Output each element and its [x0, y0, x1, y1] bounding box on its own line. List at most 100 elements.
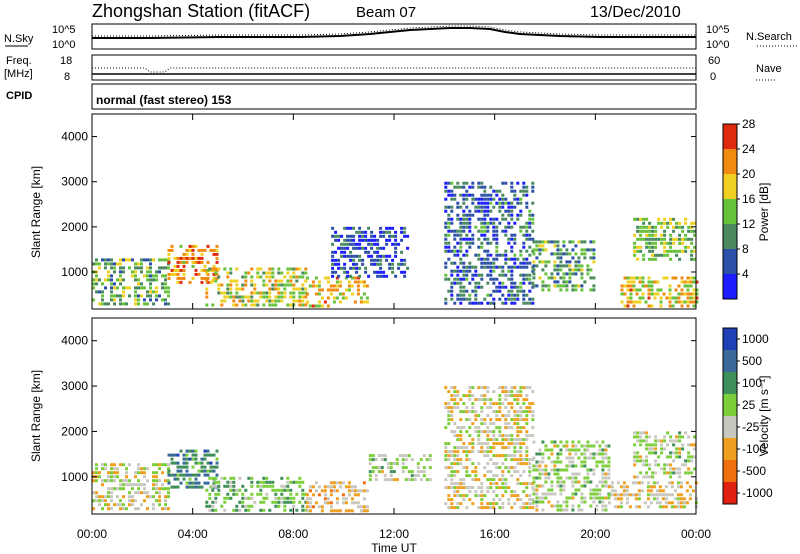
echo-cell [519, 261, 523, 265]
echo-cell [283, 508, 287, 512]
echo-cell [453, 474, 457, 478]
echo-cell [477, 426, 481, 430]
echo-cell [471, 394, 475, 398]
echo-cell [331, 226, 335, 230]
echo-cell [170, 457, 174, 461]
echo-cell [660, 467, 664, 471]
echo-cell [295, 287, 299, 291]
echo-cell [244, 488, 248, 492]
echo-cell [110, 294, 113, 298]
echo-cell [525, 454, 529, 458]
echo-cell [471, 201, 475, 205]
echo-cell [155, 479, 158, 483]
echo-cell [388, 266, 392, 270]
echo-cell [92, 479, 95, 483]
echo-cell [356, 284, 360, 288]
echo-cell [365, 296, 369, 300]
echo-cell [656, 280, 660, 284]
echo-cell [379, 274, 383, 278]
echo-cell [274, 500, 278, 504]
echo-cell [341, 497, 345, 501]
echo-cell [453, 253, 457, 257]
echo-cell [483, 197, 487, 201]
echo-cell [525, 506, 529, 510]
echo-cell [179, 280, 183, 284]
echo-cell [444, 233, 448, 237]
echo-cell [155, 290, 158, 294]
echo-cell [383, 474, 387, 478]
echo-cell [689, 276, 693, 280]
echo-cell [510, 458, 514, 462]
echo-cell [574, 480, 578, 484]
echo-cell [229, 476, 233, 480]
echo-cell [128, 495, 131, 499]
echo-cell [185, 465, 189, 469]
echo-cell [447, 458, 451, 462]
echo-cell [654, 257, 658, 261]
echo-cell [358, 234, 362, 238]
echo-cell [633, 451, 637, 455]
echo-cell [335, 489, 339, 493]
echo-cell [562, 444, 566, 448]
echo-cell [474, 474, 478, 478]
echo-cell [350, 509, 354, 513]
echo-cell [131, 499, 134, 503]
echo-cell [191, 453, 195, 457]
echo-cell [650, 304, 654, 308]
echo-cell [519, 394, 523, 398]
echo-cell [119, 278, 122, 282]
echo-cell [532, 264, 536, 268]
echo-cell [489, 209, 493, 213]
echo-cell [155, 298, 158, 302]
echo-cell [456, 450, 460, 454]
echo-cell [158, 467, 161, 471]
echo-cell [185, 481, 189, 485]
echo-cell [519, 426, 523, 430]
echo-cell [140, 483, 143, 487]
echo-cell [559, 492, 563, 496]
echo-cell [116, 475, 119, 479]
echo-cell [146, 274, 149, 278]
echo-cell [194, 260, 198, 264]
echo-cell [556, 456, 560, 460]
echo-cell [510, 273, 514, 277]
echo-cell [223, 267, 227, 271]
echo-cell [641, 296, 645, 300]
echo-cell [580, 452, 584, 456]
echo-cell [101, 495, 104, 499]
echo-cell [654, 451, 658, 455]
echo-cell [226, 271, 230, 275]
echo-cell [489, 265, 493, 269]
echo-cell [510, 289, 514, 293]
echo-cell [541, 468, 545, 472]
echo-cell [655, 497, 659, 501]
echo-cell [550, 488, 554, 492]
colorbar-tick-label: 1000 [742, 332, 769, 346]
echo-cell [501, 193, 505, 197]
echo-cell [657, 221, 661, 225]
echo-cell [104, 503, 107, 507]
echo-cell [119, 282, 122, 286]
echo-cell [486, 478, 490, 482]
echo-cell [666, 471, 670, 475]
nave-tick-bottom: 0 [710, 71, 716, 83]
echo-cell [658, 505, 662, 509]
echo-cell [456, 458, 460, 462]
echo-cell [642, 225, 646, 229]
echo-cell [241, 299, 245, 303]
echo-cell [673, 489, 677, 493]
echo-cell [674, 296, 678, 300]
echo-cell [298, 500, 302, 504]
echo-cell [474, 410, 478, 414]
echo-cell [553, 460, 557, 464]
colorbar-swatch [723, 174, 737, 199]
echo-cell [632, 288, 636, 292]
echo-cell [167, 252, 171, 256]
echo-cell [256, 271, 260, 275]
echo-cell [229, 287, 233, 291]
echo-cell [211, 303, 215, 307]
echo-cell [367, 226, 371, 230]
echo-cell [483, 454, 487, 458]
echo-cell [675, 435, 679, 439]
echo-cell [113, 262, 116, 266]
